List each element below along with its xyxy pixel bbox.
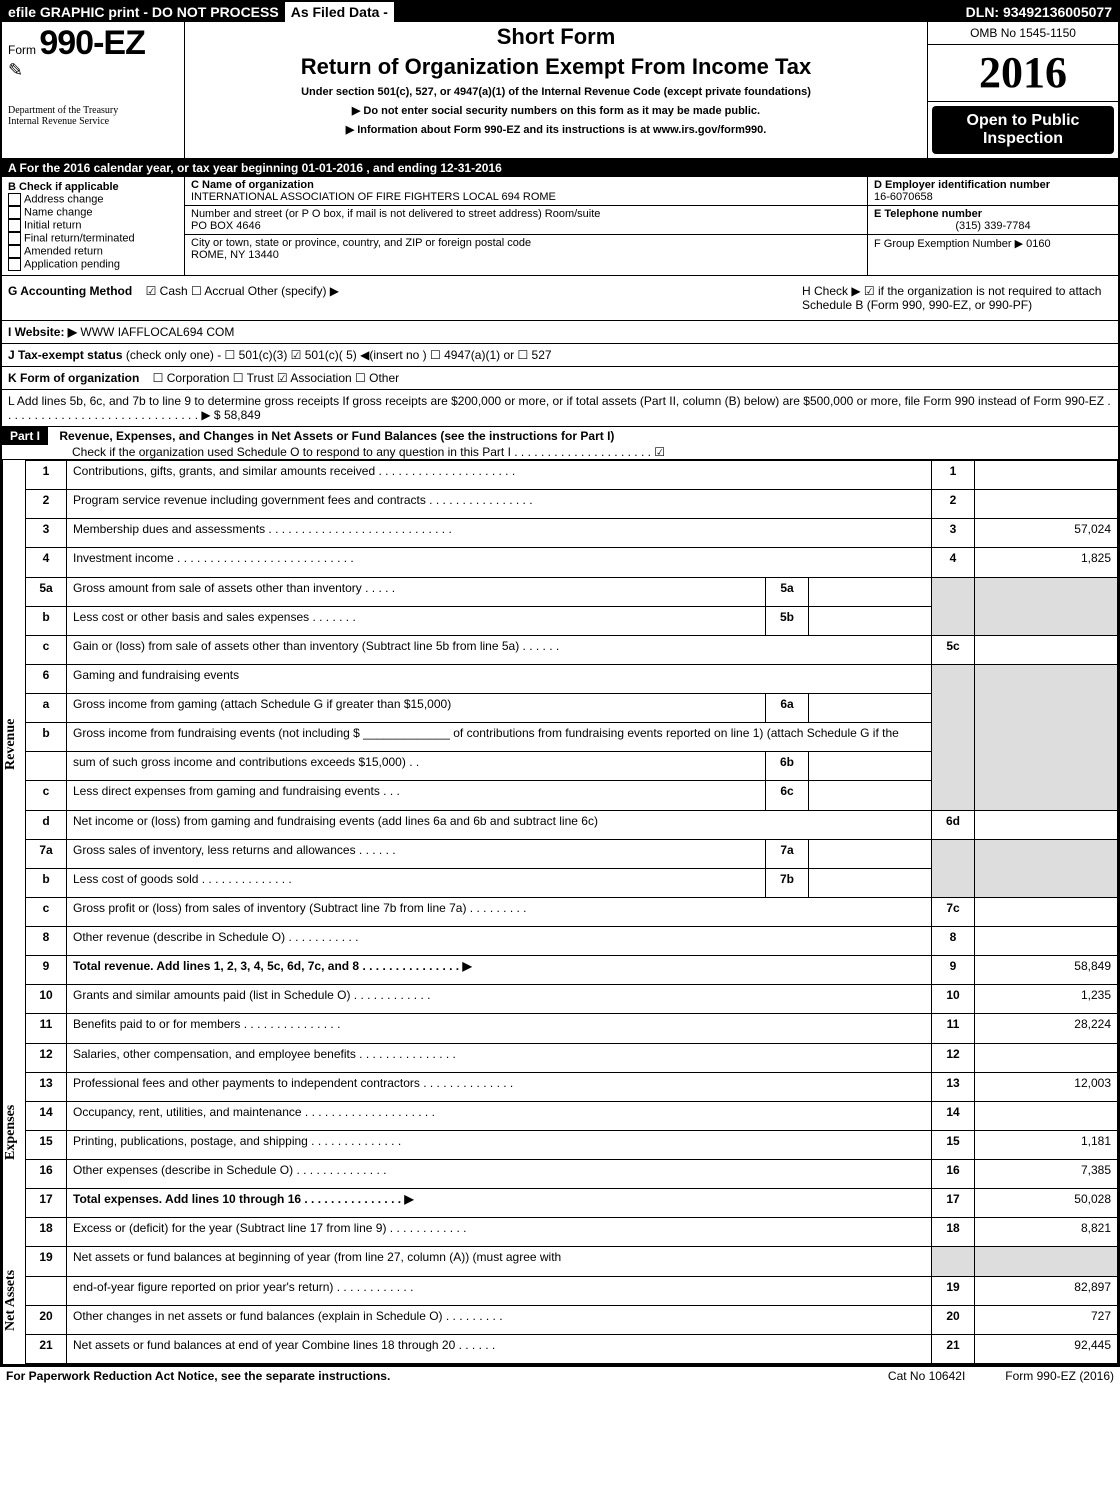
f-label: F Group Exemption Number ▶ 0160 [874, 238, 1051, 250]
return-title: Return of Organization Exempt From Incom… [191, 54, 921, 80]
e-label: E Telephone number [874, 208, 982, 220]
line-9: 9Total revenue. Add lines 1, 2, 3, 4, 5c… [26, 956, 1118, 985]
open-line2: Inspection [934, 130, 1112, 148]
g-label: G Accounting Method [8, 284, 132, 298]
header-mid: Short Form Return of Organization Exempt… [185, 22, 927, 158]
footer-cat: Cat No 10642I [888, 1369, 965, 1383]
part1-check: Check if the organization used Schedule … [2, 445, 665, 459]
org-name: INTERNATIONAL ASSOCIATION OF FIRE FIGHTE… [191, 191, 556, 203]
k-label: K Form of organization [8, 371, 139, 385]
side-expenses: Expenses [2, 1028, 25, 1236]
line-8: 8Other revenue (describe in Schedule O) … [26, 927, 1118, 956]
b-title: B Check if applicable [8, 181, 178, 193]
row-a-tax-year: A For the 2016 calendar year, or tax yea… [2, 159, 1118, 177]
line-18: 18Excess or (deficit) for the year (Subt… [26, 1218, 1118, 1247]
phone-value: (315) 339-7784 [874, 220, 1112, 232]
line-3: 3Membership dues and assessments . . . .… [26, 519, 1118, 548]
header-right: OMB No 1545-1150 2016 Open to Public Ins… [927, 22, 1118, 158]
line-10: 10Grants and similar amounts paid (list … [26, 985, 1118, 1014]
k-value: ☐ Corporation ☐ Trust ☑ Association ☐ Ot… [153, 371, 399, 385]
side-netassets: Net Assets [2, 1236, 25, 1364]
under-section: Under section 501(c), 527, or 4947(a)(1)… [191, 86, 921, 98]
row-i: I Website: ▶ WWW IAFFLOCAL694 COM [2, 321, 1118, 344]
i-label: I Website: ▶ [8, 325, 77, 339]
j-label: J Tax-exempt status [8, 348, 123, 362]
part1-header-row: Part I Revenue, Expenses, and Changes in… [2, 427, 1118, 460]
lines-table: 1Contributions, gifts, grants, and simil… [25, 460, 1118, 1364]
open-to-public: Open to Public Inspection [932, 106, 1114, 154]
line-4: 4Investment income . . . . . . . . . . .… [26, 548, 1118, 577]
line-1: 1Contributions, gifts, grants, and simil… [26, 461, 1118, 490]
street-label: Number and street (or P O box, if mail i… [191, 208, 600, 220]
line-19b: end-of-year figure reported on prior yea… [26, 1276, 1118, 1305]
footer-form: Form 990-EZ (2016) [1005, 1369, 1114, 1383]
website-value: WWW IAFFLOCAL694 COM [80, 325, 234, 339]
c-label: C Name of organization [191, 179, 314, 191]
line-5c: cGain or (loss) from sale of assets othe… [26, 635, 1118, 664]
check-initial[interactable]: Initial return [8, 219, 178, 232]
row-j: J Tax-exempt status (check only one) - ☐… [2, 344, 1118, 367]
col-def: D Employer identification number 16-6070… [867, 177, 1118, 275]
part1-title: Revenue, Expenses, and Changes in Net As… [51, 429, 614, 443]
footer-left: For Paperwork Reduction Act Notice, see … [6, 1369, 390, 1383]
dln-label: DLN: 93492136005077 [960, 2, 1118, 22]
check-name[interactable]: Name change [8, 206, 178, 219]
row-k: K Form of organization ☐ Corporation ☐ T… [2, 367, 1118, 390]
j-value: (check only one) - ☐ 501(c)(3) ☑ 501(c)(… [126, 348, 552, 362]
line-20: 20Other changes in net assets or fund ba… [26, 1305, 1118, 1334]
g-options: ☑ Cash ☐ Accrual Other (specify) ▶ [146, 284, 339, 298]
form-number: 990-EZ [39, 24, 145, 62]
line-16: 16Other expenses (describe in Schedule O… [26, 1160, 1118, 1189]
line-11: 11Benefits paid to or for members . . . … [26, 1014, 1118, 1043]
form-prefix: Form [8, 43, 36, 57]
line-19: 19Net assets or fund balances at beginni… [26, 1247, 1118, 1276]
line-2: 2Program service revenue including gover… [26, 490, 1118, 519]
d-label: D Employer identification number [874, 179, 1050, 191]
warn-info: ▶ Information about Form 990-EZ and its … [191, 123, 921, 136]
efile-label: efile GRAPHIC print - DO NOT PROCESS [2, 2, 285, 22]
tax-year: 2016 [928, 45, 1118, 102]
check-final[interactable]: Final return/terminated [8, 232, 178, 245]
section-bcdef: B Check if applicable Address change Nam… [2, 177, 1118, 276]
h-text: H Check ▶ ☑ if the organization is not r… [802, 284, 1112, 312]
line-21: 21Net assets or fund balances at end of … [26, 1334, 1118, 1363]
check-address[interactable]: Address change [8, 193, 178, 206]
city-value: ROME, NY 13440 [191, 249, 279, 261]
check-pending[interactable]: Application pending [8, 258, 178, 271]
line-6d: dNet income or (loss) from gaming and fu… [26, 810, 1118, 839]
line-14: 14Occupancy, rent, utilities, and mainte… [26, 1101, 1118, 1130]
line-15: 15Printing, publications, postage, and s… [26, 1130, 1118, 1159]
ein-value: 16-6070658 [874, 191, 933, 203]
header: Form 990-EZ ✎ Department of the Treasury… [2, 22, 1118, 159]
omb-number: OMB No 1545-1150 [928, 22, 1118, 45]
lines-wrapper: Revenue Expenses Net Assets 1Contributio… [2, 460, 1118, 1364]
line-17: 17Total expenses. Add lines 10 through 1… [26, 1189, 1118, 1218]
check-amended[interactable]: Amended return [8, 245, 178, 258]
line-12: 12Salaries, other compensation, and empl… [26, 1043, 1118, 1072]
line-7a: 7aGross sales of inventory, less returns… [26, 839, 1118, 868]
top-bar: efile GRAPHIC print - DO NOT PROCESS As … [2, 2, 1118, 22]
city-label: City or town, state or province, country… [191, 237, 531, 249]
asfiled-label: As Filed Data - [285, 2, 396, 22]
col-b-checks: B Check if applicable Address change Nam… [2, 177, 185, 275]
warn-ssn: ▶ Do not enter social security numbers o… [191, 104, 921, 117]
line-6: 6Gaming and fundraising events [26, 664, 1118, 693]
line-13: 13Professional fees and other payments t… [26, 1072, 1118, 1101]
line-5a: 5aGross amount from sale of assets other… [26, 577, 1118, 606]
col-c-org: C Name of organization INTERNATIONAL ASS… [185, 177, 867, 275]
line-7c: cGross profit or (loss) from sales of in… [26, 897, 1118, 926]
open-line1: Open to Public [934, 112, 1112, 130]
street-value: PO BOX 4646 [191, 220, 261, 232]
row-l: L Add lines 5b, 6c, and 7b to line 9 to … [2, 390, 1118, 427]
part1-label: Part I [2, 427, 48, 445]
footer: For Paperwork Reduction Act Notice, see … [0, 1366, 1120, 1385]
side-revenue: Revenue [2, 460, 25, 1028]
dept-irs: Internal Revenue Service [8, 116, 178, 127]
dept-treasury: Department of the Treasury [8, 105, 178, 116]
form-990ez: efile GRAPHIC print - DO NOT PROCESS As … [0, 0, 1120, 1366]
short-form-title: Short Form [191, 24, 921, 50]
row-gh: G Accounting Method ☑ Cash ☐ Accrual Oth… [2, 276, 1118, 321]
header-left: Form 990-EZ ✎ Department of the Treasury… [2, 22, 185, 158]
